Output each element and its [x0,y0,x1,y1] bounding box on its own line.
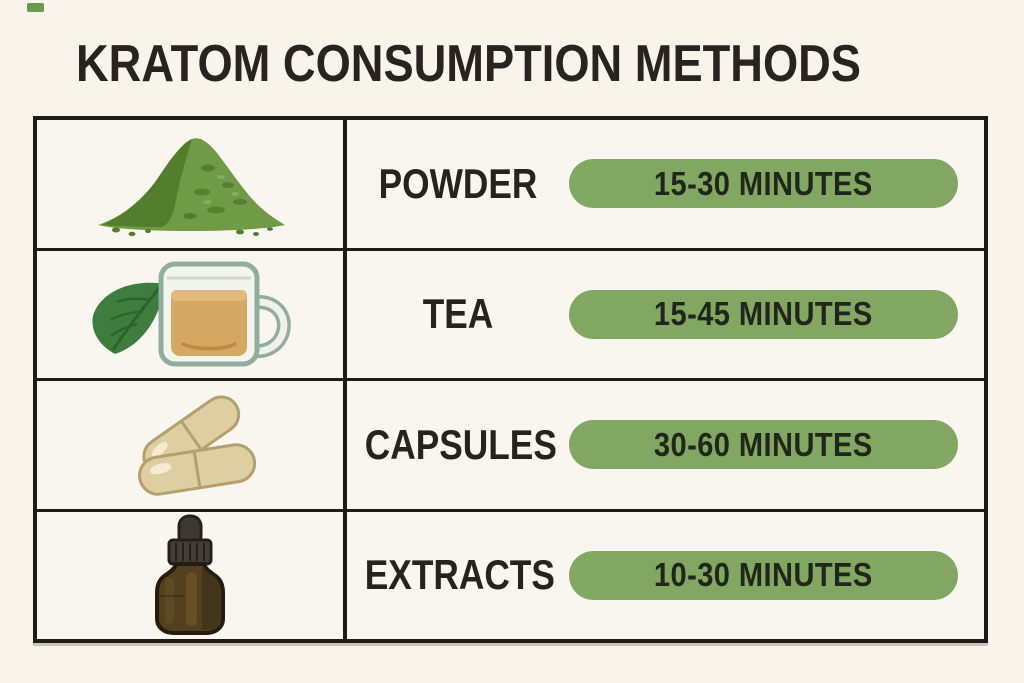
onset-time: 15-30 MINUTES [654,164,873,202]
powder-icon-cell [37,120,347,248]
onset-badge: 15-30 MINUTES [569,159,958,209]
method-label: POWDER [378,159,538,207]
method-label: CAPSULES [364,420,557,468]
page-title: KRATOM CONSUMPTION METHODS [76,35,861,93]
onset-time: 30-60 MINUTES [654,425,873,463]
tea-cup-icon [85,256,295,372]
powder-info-cell: POWDER 15-30 MINUTES [347,120,984,248]
capsules-icon [95,389,285,501]
capsules-info-cell: CAPSULES 30-60 MINUTES [347,381,984,509]
onset-badge: 15-45 MINUTES [569,289,958,339]
onset-badge: 10-30 MINUTES [569,550,958,600]
table-row-powder: POWDER 15-30 MINUTES [37,120,984,251]
powder-pile-icon [90,130,290,238]
onset-time: 10-30 MINUTES [654,556,873,594]
table-row-extracts: EXTRACTS 10-30 MINUTES [37,511,984,640]
onset-time: 15-45 MINUTES [654,295,873,333]
methods-table: POWDER 15-30 MINUTES [33,116,988,643]
extracts-info-cell: EXTRACTS 10-30 MINUTES [347,512,984,640]
table-row-capsules: CAPSULES 30-60 MINUTES [37,381,984,512]
corner-accent-dash [27,3,44,12]
method-label: TEA [422,290,494,338]
table-row-tea: TEA 15-45 MINUTES [37,250,984,381]
onset-badge: 30-60 MINUTES [569,420,958,470]
tea-icon-cell [37,250,347,378]
dropper-bottle-icon [130,514,250,636]
method-label: EXTRACTS [364,551,555,599]
capsules-icon-cell [37,381,347,509]
extracts-icon-cell [37,511,347,639]
tea-info-cell: TEA 15-45 MINUTES [347,251,984,379]
